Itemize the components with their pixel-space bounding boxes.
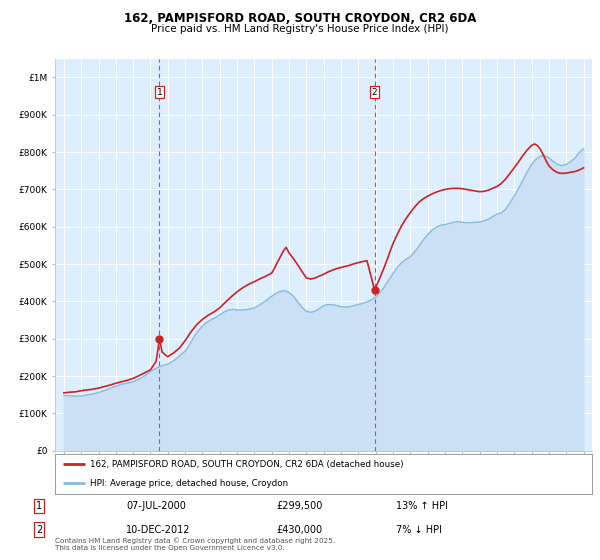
Text: 162, PAMPISFORD ROAD, SOUTH CROYDON, CR2 6DA: 162, PAMPISFORD ROAD, SOUTH CROYDON, CR2… (124, 12, 476, 25)
Text: 2: 2 (372, 87, 377, 97)
Text: £430,000: £430,000 (276, 525, 322, 535)
Text: £299,500: £299,500 (276, 501, 322, 511)
Text: 10-DEC-2012: 10-DEC-2012 (126, 525, 191, 535)
Text: 2: 2 (36, 525, 42, 535)
Text: 13% ↑ HPI: 13% ↑ HPI (396, 501, 448, 511)
Text: 162, PAMPISFORD ROAD, SOUTH CROYDON, CR2 6DA (detached house): 162, PAMPISFORD ROAD, SOUTH CROYDON, CR2… (90, 460, 404, 469)
Text: Contains HM Land Registry data © Crown copyright and database right 2025.
This d: Contains HM Land Registry data © Crown c… (55, 538, 335, 551)
Text: HPI: Average price, detached house, Croydon: HPI: Average price, detached house, Croy… (90, 479, 288, 488)
Text: 1: 1 (36, 501, 42, 511)
Text: 07-JUL-2000: 07-JUL-2000 (126, 501, 186, 511)
Text: 7% ↓ HPI: 7% ↓ HPI (396, 525, 442, 535)
Text: Price paid vs. HM Land Registry's House Price Index (HPI): Price paid vs. HM Land Registry's House … (151, 24, 449, 34)
Text: 1: 1 (157, 87, 163, 97)
